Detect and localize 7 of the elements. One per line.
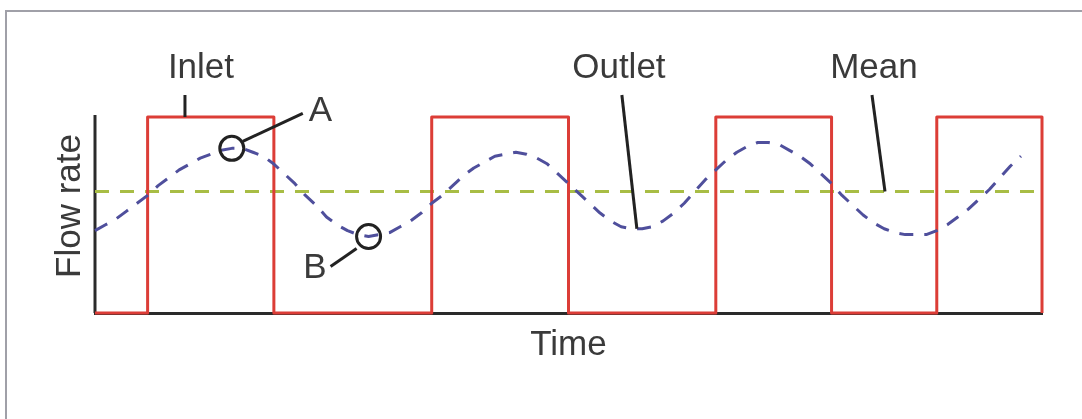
series-label: Inlet: [167, 46, 235, 85]
y-axis-title: Flow rate: [48, 134, 87, 278]
annotation: B: [303, 245, 327, 285]
text: Outlet: [572, 46, 666, 85]
x-axis-title: Time: [530, 323, 607, 362]
annotation: A: [308, 89, 333, 129]
ref-line-label: Mean: [830, 46, 918, 85]
